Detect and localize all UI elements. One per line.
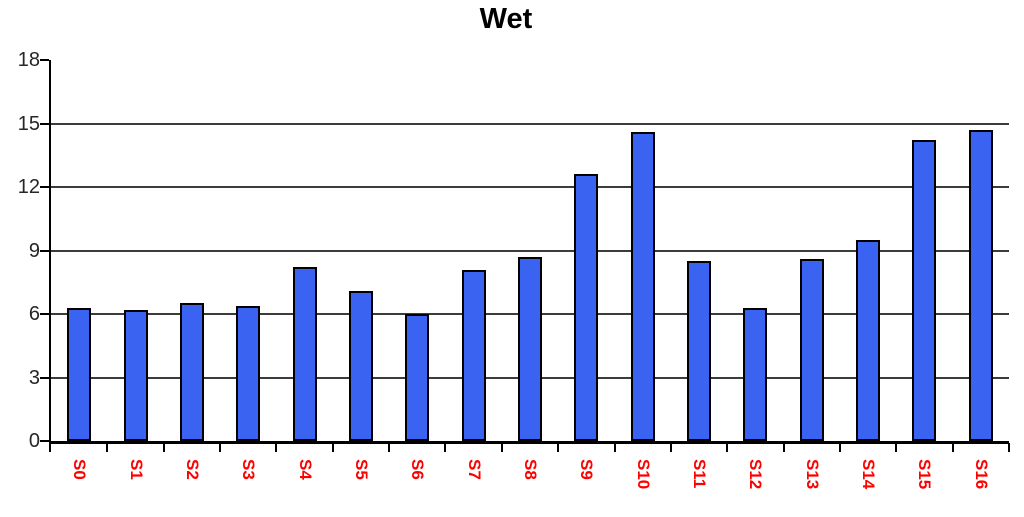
x-axis-tick	[275, 443, 278, 452]
y-axis-tick	[40, 313, 49, 315]
gridline	[51, 249, 1009, 252]
x-axis-tick	[500, 443, 503, 452]
bar	[292, 267, 317, 441]
y-axis-tick-label: 0	[28, 430, 40, 452]
x-axis-tick	[669, 443, 672, 452]
y-axis-tick-label: 3	[28, 366, 40, 389]
x-axis-tick	[557, 443, 560, 452]
x-axis-tick	[613, 443, 616, 452]
x-category-label: S0	[70, 459, 90, 480]
gridline	[51, 122, 1009, 125]
x-category-label: S16	[971, 459, 991, 490]
gridline	[51, 186, 1009, 188]
x-category-label: S1	[126, 459, 146, 480]
y-axis-tick-label: 15	[17, 112, 40, 135]
x-axis-tick	[331, 443, 334, 452]
bar	[461, 269, 486, 441]
x-category-label: S10	[633, 459, 653, 490]
y-axis-tick-label: 6	[28, 303, 40, 325]
x-axis-tick	[388, 443, 391, 452]
x-category-label: S4	[295, 459, 315, 480]
plot-area	[49, 60, 1009, 444]
bar	[236, 305, 261, 441]
x-category-label: S15	[915, 459, 935, 490]
x-axis-tick	[951, 443, 954, 452]
y-axis-tick	[40, 186, 49, 188]
x-category-label: S7	[464, 459, 484, 480]
y-axis-tick	[40, 249, 49, 252]
bar	[123, 309, 148, 441]
y-axis-tick	[40, 376, 49, 379]
x-category-label: S5	[351, 459, 371, 480]
y-axis-tick	[40, 440, 49, 442]
x-category-label: S14	[859, 459, 879, 490]
x-axis-tick	[106, 443, 109, 452]
x-category-label: S8	[521, 459, 540, 480]
bar	[630, 131, 655, 441]
bar	[574, 174, 599, 441]
x-axis-tick	[444, 443, 447, 452]
bar	[856, 239, 881, 441]
bar	[348, 290, 373, 441]
y-axis-tick	[40, 122, 49, 125]
y-axis-tick-label: 18	[17, 49, 40, 71]
y-axis-tick-label: 9	[28, 239, 40, 262]
x-axis-tick	[219, 443, 222, 452]
x-axis-tick	[162, 443, 165, 452]
bar	[67, 307, 92, 441]
x-category-label: S12	[746, 459, 766, 490]
bar	[743, 307, 768, 441]
x-axis-tick	[838, 443, 841, 452]
bar	[687, 261, 712, 441]
x-axis-tick	[1008, 443, 1010, 452]
bar	[179, 303, 204, 441]
x-axis-tick	[782, 443, 785, 452]
x-axis-tick	[895, 443, 898, 452]
x-category-label: S6	[408, 459, 428, 480]
bar	[912, 140, 937, 441]
bar	[799, 258, 824, 441]
x-category-label: S3	[239, 459, 259, 480]
y-axis-tick-label: 12	[17, 176, 40, 198]
y-axis-tick	[40, 59, 49, 61]
x-axis-tick	[726, 443, 729, 452]
chart-title: Wet	[479, 3, 533, 35]
bar	[405, 314, 430, 441]
bar	[518, 256, 542, 441]
x-category-label: S9	[577, 459, 597, 480]
x-category-label: S11	[690, 459, 710, 489]
x-category-label: S13	[802, 459, 822, 490]
x-category-label: S2	[182, 459, 202, 480]
x-axis-tick	[49, 443, 51, 452]
bar	[968, 129, 993, 441]
